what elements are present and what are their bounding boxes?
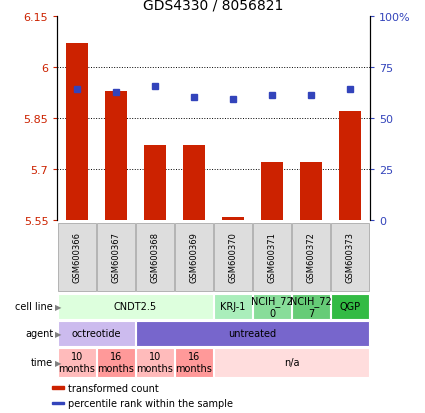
Bar bbox=[66, 44, 88, 221]
Text: agent: agent bbox=[25, 328, 53, 339]
Text: GSM600373: GSM600373 bbox=[346, 232, 355, 282]
Bar bbox=[261, 163, 283, 221]
FancyBboxPatch shape bbox=[214, 294, 252, 319]
Bar bbox=[52, 387, 64, 389]
Bar bbox=[222, 218, 244, 221]
Text: CNDT2.5: CNDT2.5 bbox=[114, 301, 157, 312]
FancyBboxPatch shape bbox=[97, 223, 135, 291]
Text: cell line: cell line bbox=[15, 301, 53, 312]
Text: GSM600366: GSM600366 bbox=[72, 232, 82, 282]
Text: GSM600372: GSM600372 bbox=[307, 232, 316, 282]
FancyBboxPatch shape bbox=[175, 348, 213, 377]
FancyBboxPatch shape bbox=[214, 223, 252, 291]
FancyBboxPatch shape bbox=[253, 294, 291, 319]
Text: GSM600369: GSM600369 bbox=[190, 232, 198, 282]
FancyBboxPatch shape bbox=[97, 348, 135, 377]
Text: ▶: ▶ bbox=[55, 358, 62, 367]
Bar bbox=[300, 163, 322, 221]
FancyBboxPatch shape bbox=[58, 294, 213, 319]
FancyBboxPatch shape bbox=[136, 321, 369, 346]
Text: octreotide: octreotide bbox=[72, 328, 121, 339]
FancyBboxPatch shape bbox=[332, 223, 369, 291]
FancyBboxPatch shape bbox=[214, 348, 369, 377]
Bar bbox=[52, 402, 64, 404]
Text: time: time bbox=[31, 357, 53, 368]
Text: GSM600371: GSM600371 bbox=[268, 232, 277, 282]
FancyBboxPatch shape bbox=[175, 223, 213, 291]
FancyBboxPatch shape bbox=[136, 348, 174, 377]
Bar bbox=[340, 112, 361, 221]
FancyBboxPatch shape bbox=[292, 294, 330, 319]
FancyBboxPatch shape bbox=[58, 348, 96, 377]
FancyBboxPatch shape bbox=[253, 223, 291, 291]
Text: transformed count: transformed count bbox=[68, 383, 159, 393]
Text: untreated: untreated bbox=[229, 328, 277, 339]
Text: 10
months: 10 months bbox=[59, 351, 95, 373]
Text: 10
months: 10 months bbox=[136, 351, 173, 373]
FancyBboxPatch shape bbox=[292, 223, 330, 291]
Text: 16
months: 16 months bbox=[97, 351, 134, 373]
Text: ▶: ▶ bbox=[55, 302, 62, 311]
Text: NCIH_72
0: NCIH_72 0 bbox=[251, 295, 293, 318]
FancyBboxPatch shape bbox=[58, 321, 135, 346]
Text: QGP: QGP bbox=[340, 301, 361, 312]
Text: ▶: ▶ bbox=[55, 329, 62, 338]
Text: n/a: n/a bbox=[284, 357, 299, 368]
Text: 16
months: 16 months bbox=[176, 351, 212, 373]
Text: GSM600367: GSM600367 bbox=[111, 232, 120, 282]
Bar bbox=[105, 92, 127, 221]
FancyBboxPatch shape bbox=[136, 223, 174, 291]
Text: KRJ-1: KRJ-1 bbox=[221, 301, 246, 312]
Bar bbox=[144, 146, 166, 221]
FancyBboxPatch shape bbox=[331, 294, 369, 319]
FancyBboxPatch shape bbox=[58, 223, 96, 291]
Text: GSM600368: GSM600368 bbox=[150, 232, 159, 282]
Text: percentile rank within the sample: percentile rank within the sample bbox=[68, 398, 233, 408]
Text: NCIH_72
7: NCIH_72 7 bbox=[290, 295, 332, 318]
Title: GDS4330 / 8056821: GDS4330 / 8056821 bbox=[143, 0, 284, 12]
Text: GSM600370: GSM600370 bbox=[229, 232, 238, 282]
Bar bbox=[183, 146, 205, 221]
